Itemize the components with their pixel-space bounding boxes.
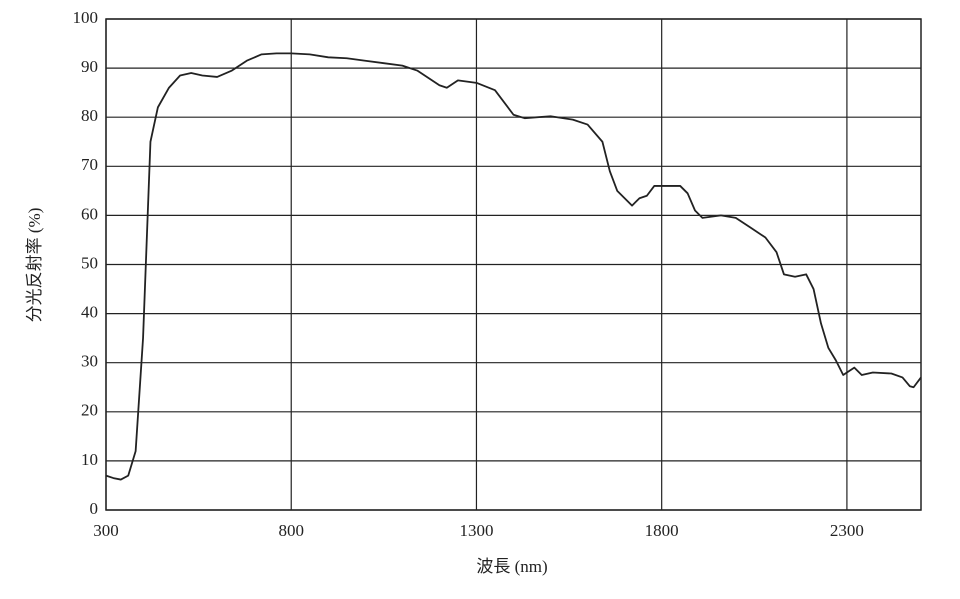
- x-tick-label: 800: [278, 521, 304, 540]
- y-axis-label: 分光反射率 (%): [25, 208, 44, 323]
- y-tick-label: 0: [90, 499, 99, 518]
- x-tick-label: 300: [93, 521, 119, 540]
- y-tick-label: 90: [81, 57, 98, 76]
- y-tick-label: 100: [73, 8, 99, 27]
- x-tick-label: 2300: [830, 521, 864, 540]
- y-tick-label: 20: [81, 401, 98, 420]
- y-tick-label: 10: [81, 450, 98, 469]
- data-line: [105, 52, 922, 481]
- y-tick-label: 60: [81, 204, 98, 223]
- y-tick-label: 70: [81, 155, 98, 174]
- y-tick-label: 40: [81, 303, 98, 322]
- y-tick-label: 80: [81, 106, 98, 125]
- x-tick-label: 1800: [645, 521, 679, 540]
- x-axis-label: 波長 (nm): [476, 557, 547, 576]
- x-tick-label: 1300: [459, 521, 493, 540]
- y-tick-label: 50: [81, 253, 98, 272]
- y-tick-label: 30: [81, 352, 98, 371]
